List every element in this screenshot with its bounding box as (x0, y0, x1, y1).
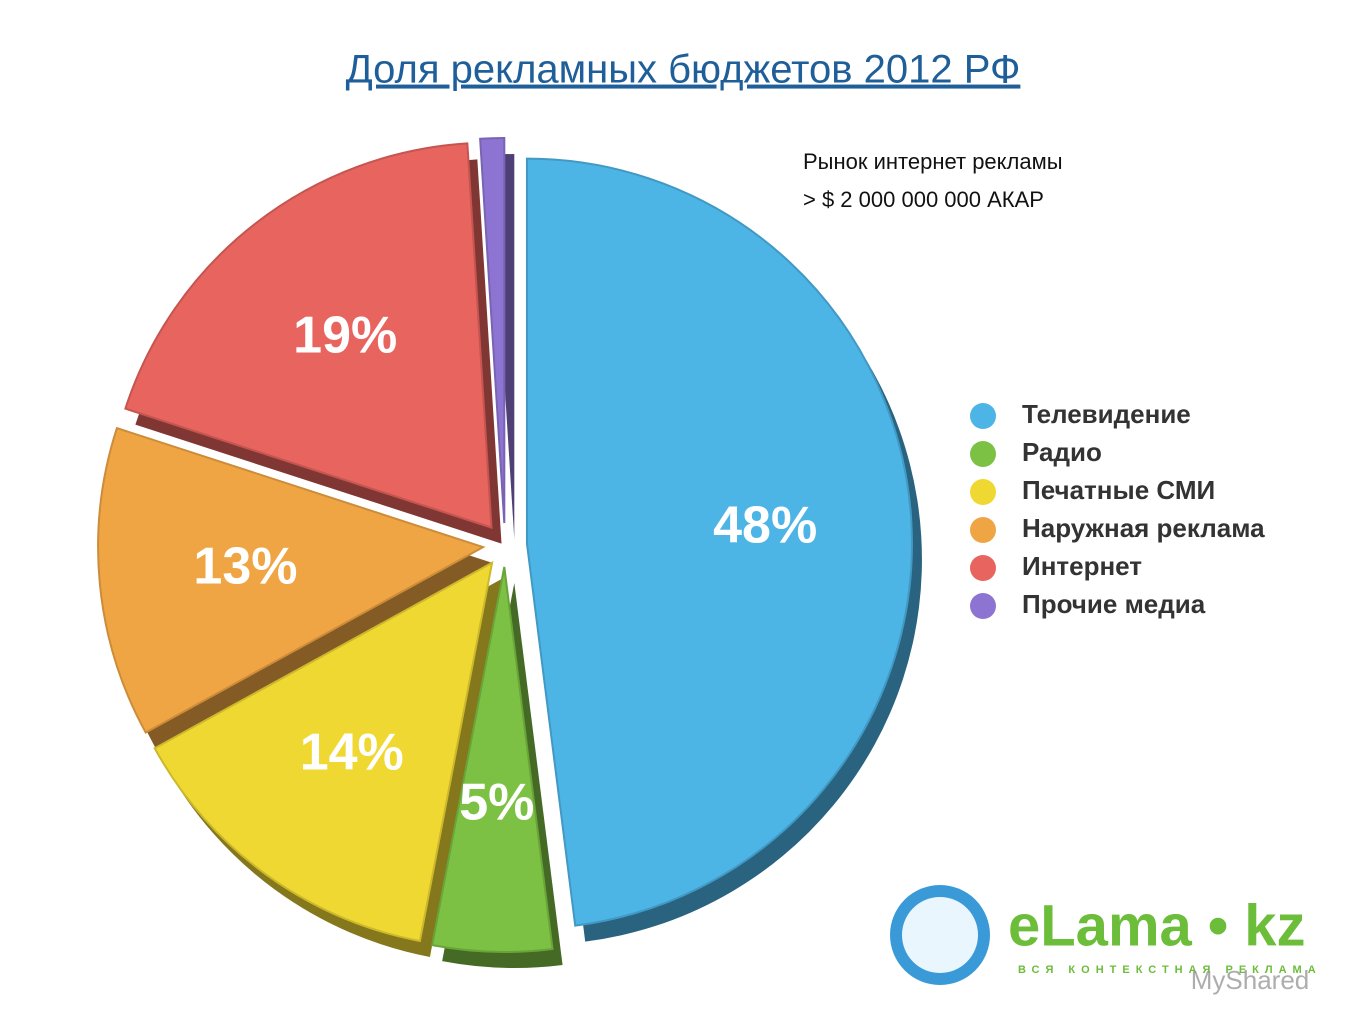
legend-marker (970, 479, 996, 505)
legend-label: Интернет (1022, 551, 1142, 581)
annotation: > $ 2 000 000 000 АКАР (803, 187, 1044, 212)
logo-name: eLama • kz (1008, 893, 1306, 958)
slice (97, 426, 486, 734)
slice (153, 560, 494, 943)
legend-label: Телевидение (1022, 399, 1191, 429)
data-label: 5% (459, 773, 534, 831)
data-label: 19% (293, 307, 397, 365)
annotation: Рынок интернет рекламы (803, 149, 1063, 174)
logo-tagline: ВСЯ КОНТЕКСТНАЯ РЕКЛАМА (1018, 964, 1322, 976)
legend-marker (970, 517, 996, 543)
data-label: 13% (193, 537, 297, 595)
data-label: 14% (300, 724, 404, 782)
legend-label: Наружная реклама (1022, 513, 1265, 543)
legend-marker (970, 593, 996, 619)
legend-marker (970, 403, 996, 429)
slice (525, 157, 913, 927)
data-label: 48% (713, 496, 817, 554)
logo-icon-inner (902, 897, 978, 973)
legend-label: Печатные СМИ (1022, 475, 1215, 505)
legend-marker (970, 441, 996, 467)
slice (479, 137, 506, 524)
chart-title: Доля рекламных бюджетов 2012 РФ (346, 48, 1021, 92)
legend-marker (970, 555, 996, 581)
slice (430, 566, 554, 953)
logo: eLama • kz ВСЯ КОНТЕКСТНАЯ РЕКЛАМА (890, 885, 1322, 985)
legend-label: Радио (1022, 437, 1102, 467)
watermark: MyShared (1191, 965, 1310, 995)
slice (124, 142, 493, 530)
legend-label: Прочие медиа (1022, 589, 1206, 619)
